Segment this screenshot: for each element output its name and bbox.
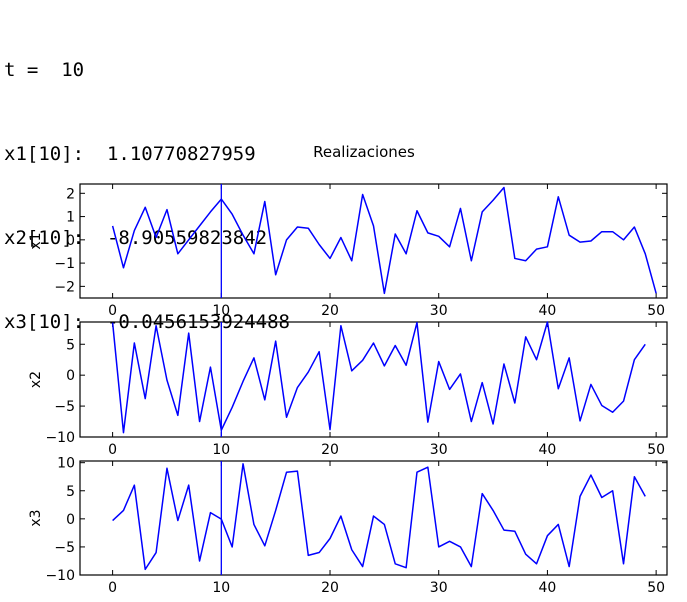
y-tick-label: −1 [54,256,75,272]
readout-line-t: t = 10 [4,56,290,84]
axes-frame [79,460,668,576]
x-tick-label: 10 [212,303,230,319]
y-tick-label: −5 [54,540,75,556]
y-tick-label: 0 [66,233,75,249]
y-tick-label: 0 [66,512,75,528]
chart-title: Realizaciones [313,143,415,161]
readout-label: x2[10]: [4,227,85,249]
readout-value: 10 [61,59,85,81]
y-tick-label: 0 [66,368,75,384]
series-line-x2 [111,321,646,434]
y-tick-label: −5 [54,399,75,415]
x-tick-label: 20 [321,580,339,596]
y-tick-label: 1 [66,210,75,226]
y-tick-label: −10 [45,430,75,446]
y-tick-label: 5 [66,337,75,353]
x-tick-label: 10 [212,580,230,596]
y-axis-label: x3 [28,509,44,526]
x-tick-label: 40 [539,303,557,319]
y-tick-label: 2 [66,186,75,202]
y-tick-label: 5 [66,484,75,500]
y-tick-label: −2 [54,279,75,295]
x-tick-label: 0 [108,580,117,596]
readout-label: t = [4,59,39,81]
x-tick-label: 50 [647,442,665,458]
y-tick-label: 10 [57,456,75,472]
x-tick-label: 30 [430,442,448,458]
axes-frame [79,183,668,299]
x-tick-label: 20 [321,303,339,319]
readout-value: -8.90559823842 [106,227,268,249]
y-axis-label: x2 [28,371,44,388]
x-tick-label: 30 [430,580,448,596]
readout-value: 1.10770827959 [106,143,256,165]
series-line-x3 [112,463,646,571]
readout-label: x3[10]: [4,311,85,333]
readout-line-x2: x2[10]: -8.90559823842 [4,224,290,252]
series-line-x1 [111,186,657,295]
axes-frame [79,321,668,438]
readout-label: x1[10]: [4,143,85,165]
readout-line-x1: x1[10]: 1.10770827959 [4,140,290,168]
x-tick-label: 0 [108,442,117,458]
x-tick-label: 30 [430,303,448,319]
x-tick-label: 40 [539,580,557,596]
x-tick-label: 0 [108,303,117,319]
x-tick-label: 10 [212,442,230,458]
x-tick-label: 50 [647,303,665,319]
x-tick-label: 40 [539,442,557,458]
y-axis-label: x1 [28,232,44,249]
value-readout: t = 10 x1[10]: 1.10770827959 x2[10]: -8.… [4,0,290,364]
x-tick-label: 20 [321,442,339,458]
x-tick-label: 50 [647,580,665,596]
panel-x3: −10 −5 0 5 10 0 10 20 30 40 50 x3 [28,456,668,596]
y-tick-label: −10 [45,568,75,584]
